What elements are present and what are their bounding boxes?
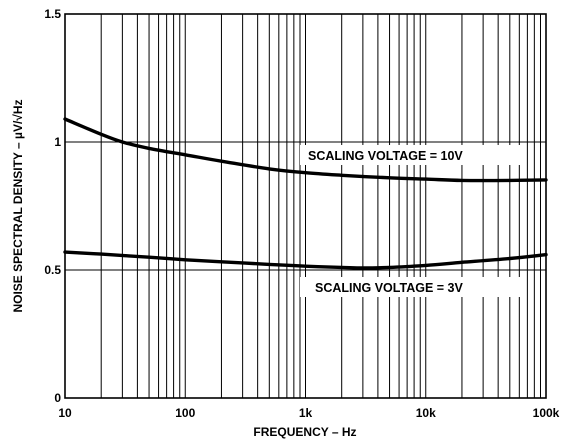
series-10v-line [63,117,548,183]
x-tick-label: 100k [533,406,560,420]
x-tick-label: 100 [175,406,195,420]
y-ticks: 0 0.5 1 1.5 [44,7,61,405]
label-10v-bg [300,145,522,165]
x-tick-label: 10 [58,406,72,420]
y-tick-label: 0.5 [44,263,61,277]
label-3v-bg [300,277,522,297]
plot-frame [64,13,547,399]
series-3v-line [63,250,548,270]
y-axis-title: NOISE SPECTRAL DENSITY – µV/√Hz [11,99,25,312]
label-10v: SCALING VOLTAGE = 10V [308,149,463,163]
y-tick-label: 1.5 [44,7,61,21]
y-tick-label: 1 [54,135,61,149]
x-ticks: 10 100 1k 10k 100k [58,406,559,420]
y-tick-label: 0 [54,391,61,405]
x-tick-label: 10k [416,406,436,420]
x-axis-title: FREQUENCY – Hz [253,425,356,439]
x-tick-label: 1k [299,406,313,420]
label-3v: SCALING VOLTAGE = 3V [315,281,463,295]
grid [64,13,546,399]
curves [63,117,548,270]
